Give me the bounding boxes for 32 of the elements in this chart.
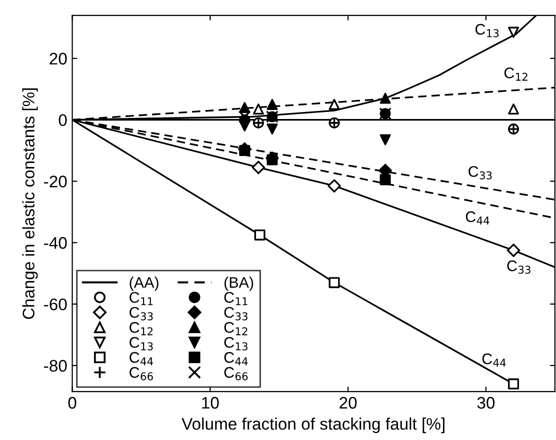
y-tick-label: -40: [44, 237, 67, 249]
y-tick-label: 0: [58, 114, 67, 126]
legend-label: C$_{11}$: [130, 292, 153, 306]
x-tick-label: 30: [477, 396, 495, 409]
legend-label: C$_{13}$: [130, 337, 153, 350]
legend-label: C$_{44}$: [224, 352, 248, 366]
y-tick-label: 20: [50, 52, 67, 65]
legend-label: C$_{33}$: [224, 307, 248, 320]
y-tick-label: -60: [44, 298, 67, 310]
x-tick-label: 10: [202, 396, 219, 409]
legend-label: C$_{33}$: [130, 307, 153, 320]
legend-label: C$_{44}$: [130, 352, 153, 366]
legend-label: C$_{13}$: [224, 337, 248, 350]
legend-label: (AA): [130, 276, 158, 291]
annotation: C$_{44}$: [466, 211, 490, 224]
y-axis-title: Change in elastic constants [%]: [22, 88, 38, 319]
annotation: C$_{33}$: [468, 166, 492, 180]
legend-label: (BA): [224, 276, 254, 291]
legend-label: C$_{66}$: [130, 367, 153, 380]
y-tick-label: -20: [44, 176, 67, 188]
x-axis-title: Volume fraction of stacking fault [%]: [182, 418, 444, 434]
x-tick-label: 20: [340, 396, 357, 409]
annotation: C$_{13}$: [475, 24, 499, 38]
legend-label: C$_{12}$: [130, 322, 153, 336]
annotation: C$_{44}$: [482, 353, 506, 367]
legend-label: C$_{11}$: [224, 292, 248, 306]
annotation: C$_{12}$: [504, 68, 528, 81]
x-tick-label: 0: [68, 396, 76, 409]
legend-label: C$_{12}$: [224, 322, 248, 336]
y-tick-label: -80: [44, 360, 67, 372]
legend-label: C$_{66}$: [224, 367, 248, 380]
annotation: C$_{33}$: [507, 260, 530, 274]
